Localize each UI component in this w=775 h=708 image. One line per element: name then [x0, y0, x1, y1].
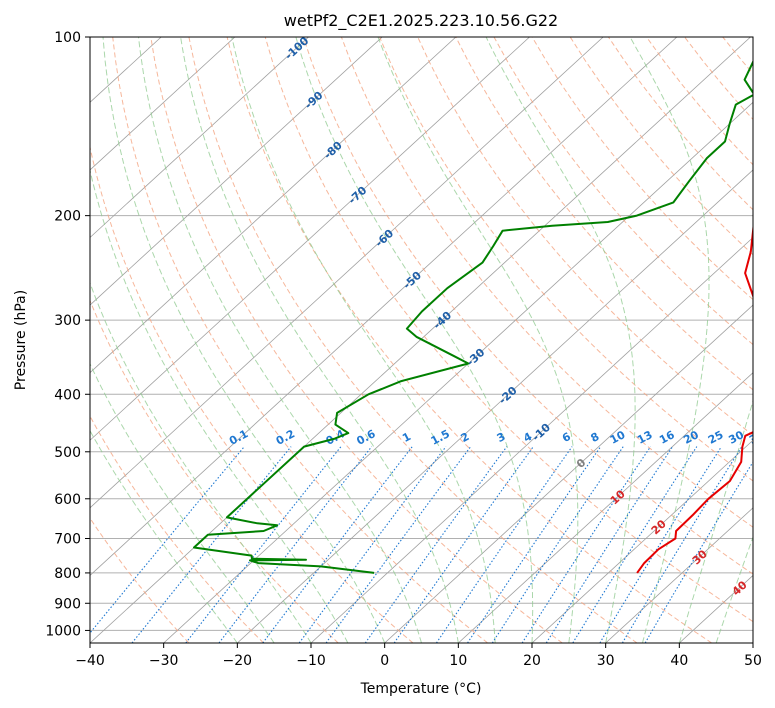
mixing-ratio-line	[545, 446, 674, 643]
mixing-ratio-line	[325, 446, 472, 643]
y-tick-label: 1000	[45, 623, 81, 639]
mixing-ratio-line	[435, 446, 573, 643]
mixing-ratio-line	[467, 446, 602, 643]
x-tick-label: 0	[380, 653, 389, 669]
y-tick-label: 600	[54, 492, 81, 508]
mixing-ratio-label: 10	[608, 428, 628, 447]
isotherm-line	[237, 169, 753, 643]
mixing-ratio-label: 16	[657, 428, 677, 447]
x-tick-label: −20	[223, 653, 253, 669]
isotherm-line	[163, 101, 753, 643]
y-tick-label: 400	[54, 387, 81, 403]
temperature-profile-line	[636, 222, 753, 574]
dry-adiabat-line	[150, 37, 563, 643]
dry-adiabat-line	[90, 517, 190, 643]
isotherm-line	[90, 37, 236, 171]
mixing-ratio-label: 20	[681, 428, 701, 447]
isotherm-line	[90, 37, 678, 576]
dewpoint-profile-line	[193, 60, 753, 574]
dry-adiabat-line	[761, 37, 775, 643]
x-axis-ticks: −40 −30 −20 −10 0 10 20 30 40 50	[75, 643, 762, 669]
moist-adiabat-line	[90, 362, 275, 643]
mixing-ratio-lines	[90, 446, 753, 643]
x-tick-label: 30	[597, 653, 615, 669]
mixing-ratio-line	[393, 446, 534, 643]
mixing-ratio-line	[298, 446, 447, 643]
dry-adiabat-line	[264, 37, 753, 623]
dry-adiabat-line	[90, 415, 264, 643]
dry-adiabat-line	[531, 37, 753, 301]
x-tick-label: −10	[296, 653, 326, 669]
isotherm-line	[605, 507, 753, 643]
mixing-ratio-line	[521, 446, 651, 643]
moist-adiabat-line	[90, 168, 349, 643]
isotherm-line	[384, 304, 753, 643]
isotherm-line	[90, 37, 309, 239]
moist-adiabat-line	[377, 37, 579, 643]
moist-adiabat-line	[138, 37, 422, 643]
isotherm-line	[90, 37, 383, 306]
mixing-ratio-line	[644, 461, 753, 643]
sounding-series	[193, 60, 753, 574]
mixing-ratio-line	[131, 446, 292, 643]
plot-frame	[89, 36, 754, 644]
isotherm-line	[531, 439, 753, 643]
chart-title: wetPf2_C2E1.2025.223.10.56.G22	[284, 11, 558, 31]
dry-adiabat-line	[112, 37, 488, 643]
x-tick-label: 20	[523, 653, 541, 669]
y-tick-label: 500	[54, 445, 81, 461]
mixing-ratio-line	[185, 446, 342, 643]
isotherm-gridlines	[0, 37, 753, 643]
moist-adiabat-line	[90, 281, 312, 643]
mixing-ratio-label: 30	[726, 428, 746, 447]
moist-adiabat-line	[678, 399, 753, 643]
moist-adiabat-line	[295, 37, 534, 643]
moist-adiabats	[90, 37, 753, 643]
isotherm-line	[90, 37, 604, 509]
isotherm-line	[752, 642, 753, 643]
isotherm-line	[90, 37, 530, 441]
y-tick-label: 900	[54, 596, 81, 612]
x-tick-label: 10	[449, 653, 467, 669]
mixing-ratio-label: 25	[706, 428, 726, 447]
mixing-ratio-line	[572, 446, 698, 643]
isobar-gridlines	[90, 37, 753, 631]
y-axis-label: Pressure (hPa)	[13, 290, 29, 390]
y-tick-label: 300	[54, 313, 81, 329]
x-tick-label: −40	[75, 653, 105, 669]
y-tick-label: 100	[54, 30, 81, 46]
x-tick-label: 50	[744, 653, 762, 669]
mixing-ratio-label: 13	[635, 428, 655, 447]
mixing-ratio-line	[364, 446, 508, 643]
moist-adiabat-line	[90, 429, 238, 643]
mixing-ratio-line	[90, 446, 245, 634]
dry-adiabat-line	[340, 37, 753, 528]
dry-adiabat-line	[226, 37, 712, 643]
y-tick-label: 200	[54, 209, 81, 225]
isotherm-line	[458, 372, 753, 643]
isotherm-line	[0, 37, 14, 643]
y-axis-ticks: 100 200 300 400 500 600 700 800 900 1000	[45, 30, 90, 639]
x-tick-label: −30	[149, 653, 179, 669]
isotherm-line	[90, 37, 457, 374]
moist-adiabat-line	[102, 37, 386, 643]
x-tick-label: 40	[670, 653, 688, 669]
dry-adiabat-line	[188, 37, 638, 643]
dry-adiabat-line	[379, 37, 753, 482]
mixing-ratio-label: 36	[747, 428, 767, 447]
x-axis-label: Temperature (°C)	[360, 681, 482, 697]
dry-adiabat-line	[455, 37, 753, 391]
mixing-ratio-line	[491, 446, 624, 643]
dry-adiabat-line	[302, 37, 753, 575]
y-tick-label: 800	[54, 566, 81, 582]
mixing-ratio-line	[262, 446, 413, 643]
moist-adiabat-line	[485, 37, 636, 643]
y-tick-label: 700	[54, 532, 81, 548]
moist-adiabat-line	[180, 37, 459, 643]
